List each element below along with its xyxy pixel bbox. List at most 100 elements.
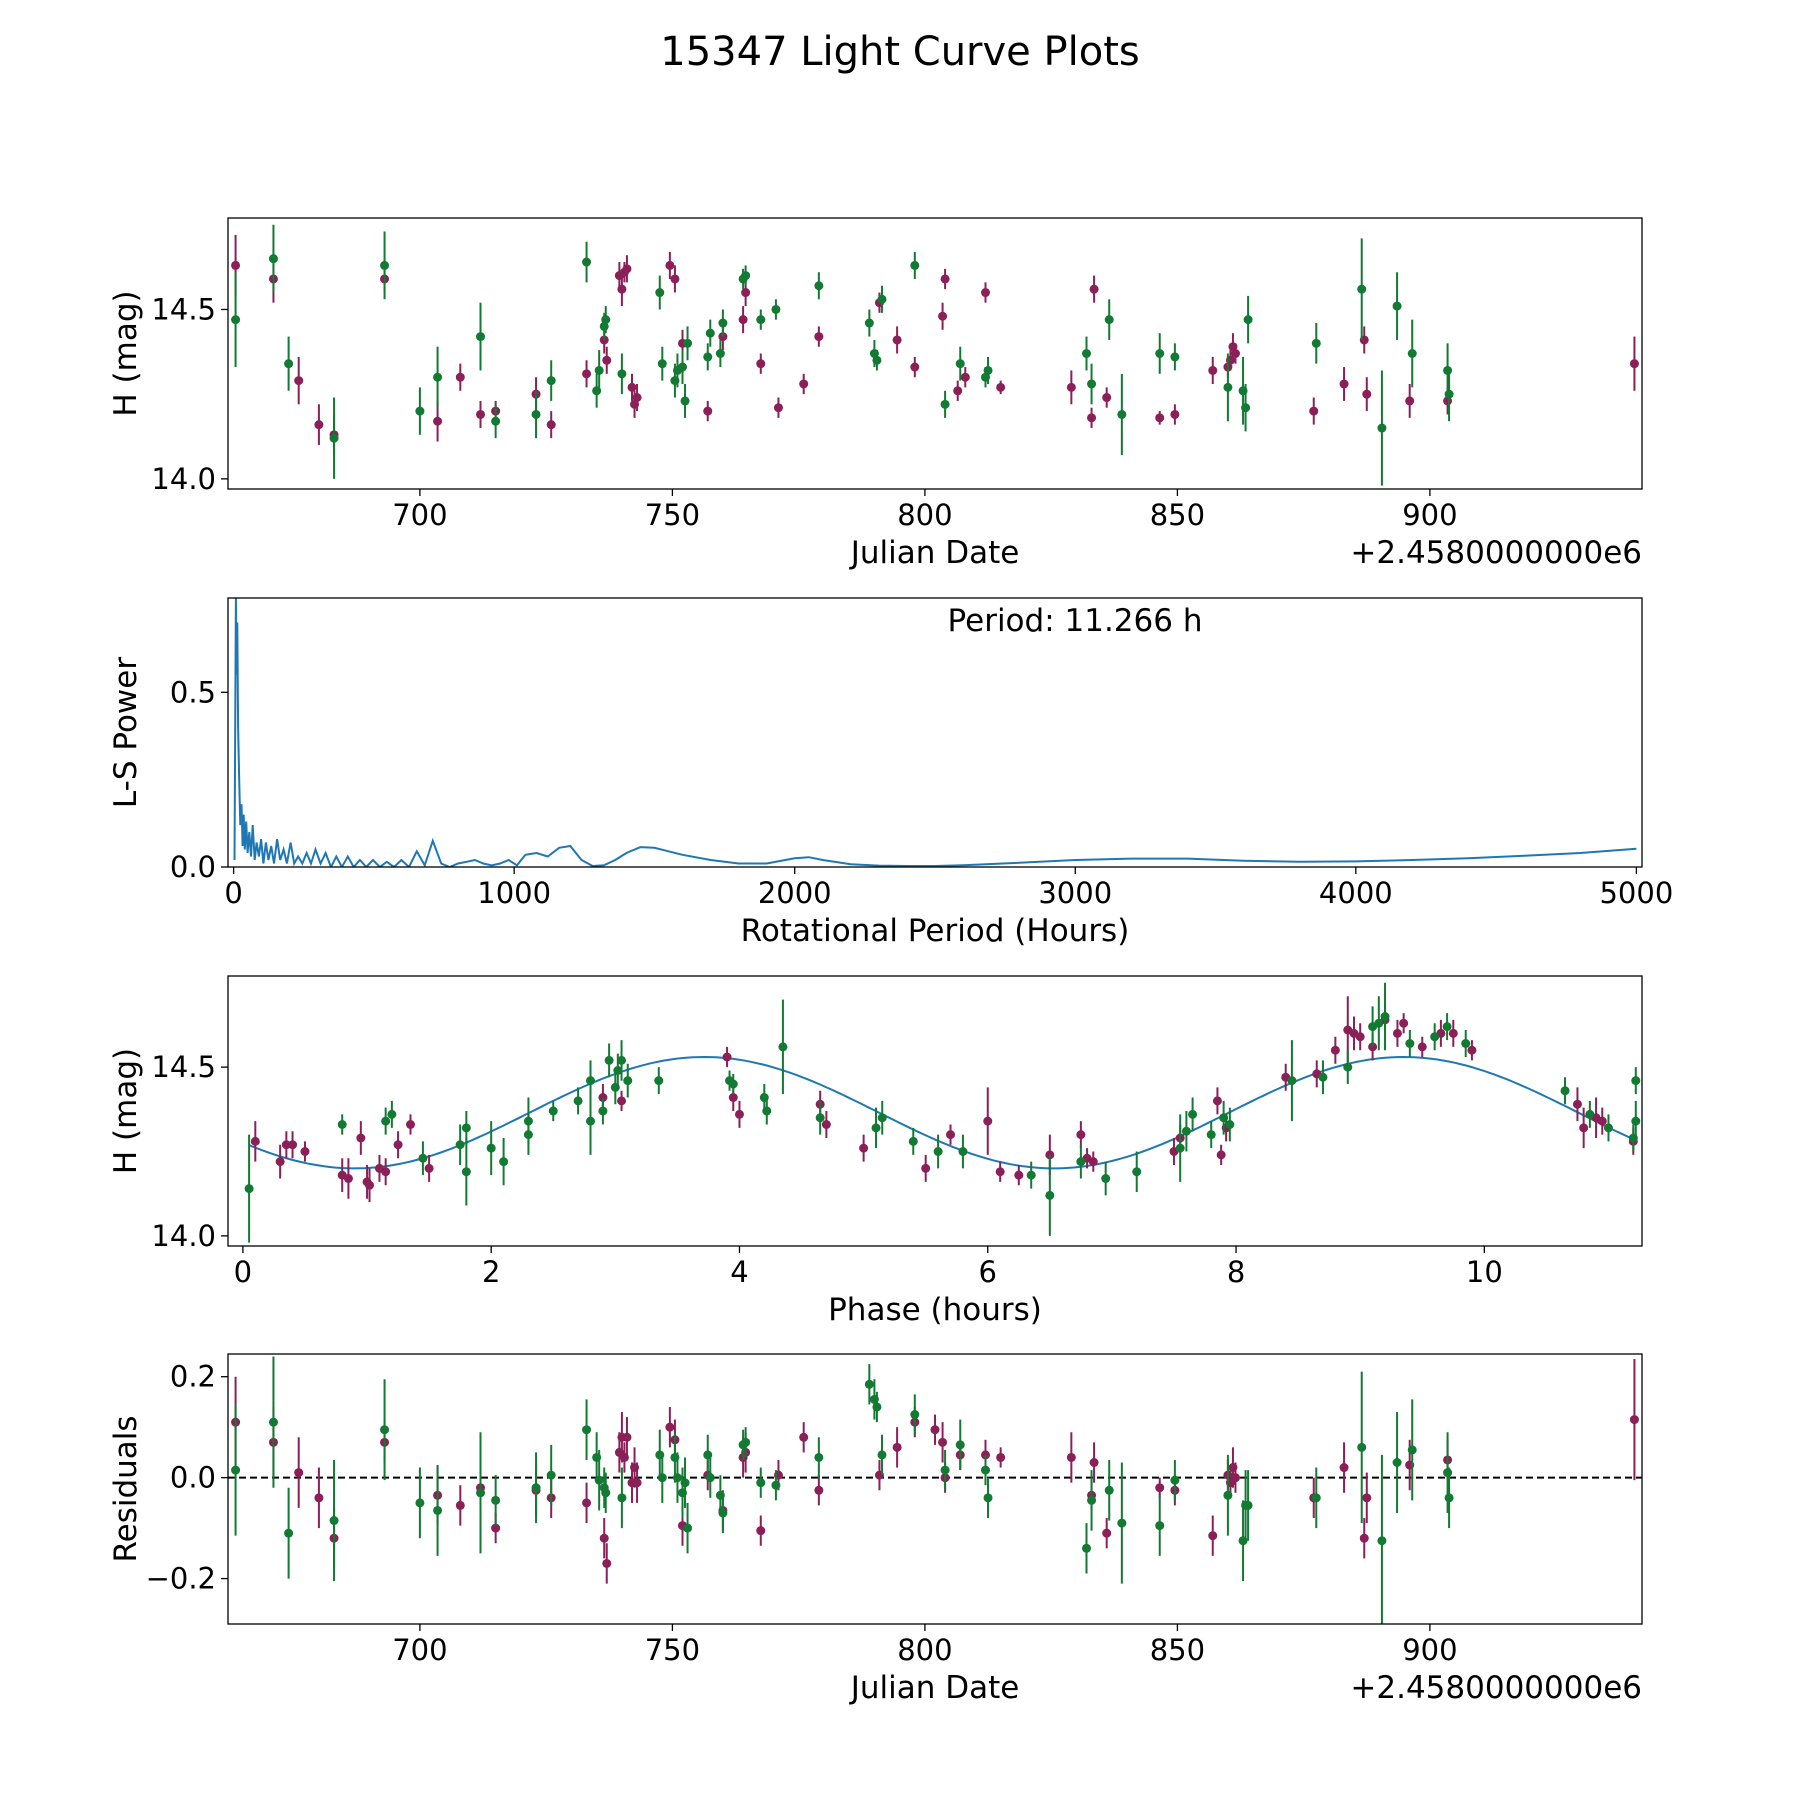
data-point (1089, 1458, 1099, 1468)
data-point (582, 1425, 592, 1435)
data-point (910, 1410, 920, 1420)
data-point (455, 1140, 465, 1150)
data-point (1087, 379, 1097, 389)
data-point (703, 1450, 713, 1460)
data-point (1603, 1123, 1613, 1133)
data-point (983, 1493, 993, 1503)
data-point (1087, 413, 1097, 423)
phased-x-axis-label: Phase (hours) (828, 1292, 1042, 1328)
data-point (1066, 1452, 1076, 1462)
data-point (1355, 1032, 1365, 1042)
data-point (1014, 1170, 1024, 1180)
data-point (1104, 315, 1114, 325)
data-point (314, 1493, 324, 1503)
data-point (864, 1379, 874, 1389)
y-tick-label: 14.0 (151, 462, 216, 496)
data-point (871, 1123, 881, 1133)
data-point (632, 1478, 642, 1488)
data-point (1102, 1528, 1112, 1538)
data-point (983, 365, 993, 375)
data-point (486, 1143, 496, 1153)
data-point (1170, 352, 1180, 362)
lightcurve-y-axis-label: H (mag) (108, 290, 144, 416)
data-point (799, 1432, 809, 1442)
data-point (996, 1452, 1006, 1462)
data-point (415, 1498, 425, 1508)
lightcurve-plot-area (231, 224, 1639, 486)
residuals-panel: 700 750 800 850 900 −0.2 0.0 0.2 Julian Date Resi… (108, 1353, 1643, 1706)
data-point (654, 1076, 664, 1086)
data-point (728, 1093, 738, 1102)
data-point (771, 304, 781, 314)
data-point (461, 1123, 471, 1133)
data-point (1230, 1473, 1240, 1483)
data-point (940, 274, 950, 284)
data-point (1212, 1096, 1222, 1106)
data-point (1399, 1018, 1409, 1028)
data-point (814, 1485, 824, 1495)
x-tick-label: 800 (897, 1633, 952, 1667)
x-tick-label: 850 (1150, 1633, 1205, 1667)
lightcurve-series-b (231, 224, 1454, 486)
data-point (1104, 1485, 1114, 1495)
x-tick-label: 900 (1402, 1633, 1457, 1667)
data-point (672, 1473, 682, 1483)
x-tick-label: 2 (482, 1255, 500, 1289)
data-point (531, 1483, 541, 1493)
x-tick-label: 4000 (1319, 876, 1393, 910)
data-point (602, 1558, 612, 1568)
data-point (1243, 1500, 1253, 1510)
data-point (598, 1106, 608, 1116)
x-tick-label: 750 (645, 1633, 700, 1667)
data-point (1339, 379, 1349, 389)
data-point (622, 1432, 632, 1442)
x-tick-label: 700 (392, 1633, 447, 1667)
data-point (1219, 1113, 1229, 1123)
data-point (1026, 1170, 1036, 1180)
x-tick-label: 4 (730, 1255, 748, 1289)
data-point (613, 1066, 623, 1075)
data-point (268, 1417, 278, 1427)
data-point (981, 1465, 990, 1475)
x-tick-label: 1000 (477, 876, 551, 910)
data-point (582, 257, 592, 267)
data-point (1405, 396, 1415, 406)
data-point (433, 416, 443, 426)
x-tick-label: 750 (645, 498, 700, 532)
data-point (718, 318, 728, 328)
data-point (424, 1163, 434, 1173)
fit-curve (248, 1055, 1634, 1170)
data-point (1377, 423, 1387, 433)
data-point (523, 1116, 533, 1126)
data-point (1287, 1076, 1297, 1086)
data-point (859, 1143, 869, 1153)
data-point (1585, 1109, 1595, 1119)
data-point (1230, 349, 1240, 358)
data-point (1216, 1150, 1226, 1160)
x-tick-label: 0 (234, 1255, 252, 1289)
data-point (617, 1096, 627, 1106)
period-annotation: Period: 11.266 h (948, 603, 1203, 639)
data-point (250, 1136, 260, 1146)
data-point (864, 318, 874, 328)
data-point (1241, 403, 1251, 413)
data-point (1417, 1042, 1427, 1052)
data-point (627, 382, 637, 392)
residuals-x-axis-label: Julian Date (849, 1670, 1020, 1706)
data-point (1430, 1032, 1440, 1042)
data-point (393, 1140, 403, 1150)
data-point (1339, 1463, 1349, 1473)
data-point (756, 359, 766, 369)
data-point (284, 1528, 294, 1538)
data-point (1461, 1039, 1471, 1048)
data-point (921, 1163, 931, 1173)
data-point (670, 274, 680, 284)
residuals-offset-label: +2.4580000000e6 (1350, 1670, 1642, 1706)
periodogram-axes-frame (227, 597, 1643, 868)
data-point (1631, 1076, 1641, 1086)
data-point (1448, 1028, 1458, 1038)
phased-panel: 0 2 4 6 8 10 14.0 14.5 Phase (hours) H (mag) (108, 975, 1643, 1328)
lightcurve-offset-label: +2.4580000000e6 (1350, 535, 1642, 571)
data-point (1631, 1116, 1641, 1126)
